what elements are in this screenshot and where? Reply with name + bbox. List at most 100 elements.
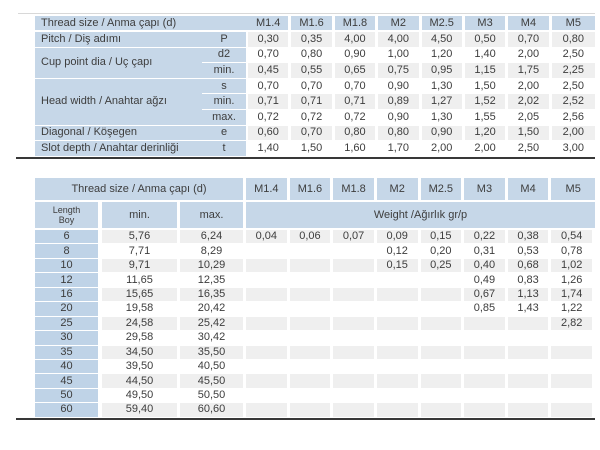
weight-value-cell bbox=[420, 345, 465, 360]
weight-value-cell bbox=[333, 388, 377, 404]
weight-value-cell bbox=[420, 302, 465, 317]
spec-group-label: Diagonal / Köşegen bbox=[35, 125, 202, 142]
spec-value-cell: 0,72 bbox=[291, 110, 335, 126]
size-header-cell: M1.6 bbox=[291, 16, 335, 32]
max-value-cell: 35,50 bbox=[180, 345, 246, 360]
spec-value-cell: 1,30 bbox=[421, 110, 465, 126]
min-value-cell: 24,58 bbox=[102, 316, 180, 332]
weight-value-cell: 1,02 bbox=[551, 258, 595, 274]
weight-value-cell: 2,82 bbox=[551, 316, 595, 332]
spec-value-cell: 2,00 bbox=[508, 78, 552, 95]
max-value-cell: 6,24 bbox=[180, 230, 246, 245]
min-value-cell: 15,65 bbox=[102, 287, 180, 303]
spec-value-cell: 1,50 bbox=[508, 125, 552, 142]
length-cell: 35 bbox=[35, 345, 102, 360]
length-header-cell: Length Boy bbox=[35, 202, 102, 230]
spec-value-cell: 0,75 bbox=[378, 63, 422, 79]
weight-value-cell bbox=[551, 388, 595, 404]
min-value-cell: 34,50 bbox=[102, 345, 180, 360]
spec-value-cell: 0,70 bbox=[248, 47, 292, 64]
weight-value-cell bbox=[464, 374, 508, 389]
weight-value-cell bbox=[333, 287, 377, 303]
length-weight-table: Thread size / Anma çapı (d) M1.4 M1.6 M1.8 M… bbox=[35, 178, 595, 418]
weight-value-cell bbox=[420, 403, 465, 418]
max-value-cell: 50,50 bbox=[180, 388, 246, 404]
weight-value-cell bbox=[551, 359, 595, 375]
spec-value-cell: 0,80 bbox=[551, 32, 595, 48]
weight-value-cell bbox=[289, 345, 334, 360]
spec-group-label: Pitch / Diş adımı bbox=[35, 32, 202, 48]
weight-value-cell bbox=[376, 403, 421, 418]
weight-value-cell bbox=[289, 388, 334, 404]
weight-value-cell bbox=[464, 388, 508, 404]
max-value-cell: 16,35 bbox=[180, 287, 246, 303]
weight-value-cell bbox=[376, 331, 421, 346]
spec-value-cell: 0,30 bbox=[248, 32, 292, 48]
size-header-cell: M1.6 bbox=[289, 178, 334, 202]
weight-value-cell: 0,54 bbox=[551, 230, 595, 245]
weight-value-cell bbox=[289, 244, 334, 259]
size-header-cell: M3 bbox=[464, 178, 508, 202]
length-cell: 12 bbox=[35, 273, 102, 288]
weight-value-cell: 0,22 bbox=[464, 230, 508, 245]
length-cell: 20 bbox=[35, 302, 102, 317]
weight-value-cell: 0,09 bbox=[376, 230, 421, 245]
weight-value-cell bbox=[464, 345, 508, 360]
weight-value-cell bbox=[333, 403, 377, 418]
spec-table-title: Thread size / Anma çapı (d) bbox=[35, 16, 248, 32]
spec-value-cell: 0,80 bbox=[334, 125, 379, 142]
spec-value-cell: 0,35 bbox=[291, 32, 335, 48]
weight-value-cell: 0,15 bbox=[420, 230, 465, 245]
weight-value-cell: 0,12 bbox=[376, 244, 421, 259]
spec-value-cell: 1,00 bbox=[378, 47, 422, 64]
size-header-cell: M5 bbox=[551, 178, 595, 202]
weight-value-cell bbox=[376, 374, 421, 389]
weight-value-cell bbox=[551, 345, 595, 360]
max-value-cell: 60,60 bbox=[180, 403, 246, 418]
weight-value-cell bbox=[376, 388, 421, 404]
max-value-cell: 30,42 bbox=[180, 331, 246, 346]
weight-value-cell bbox=[289, 374, 334, 389]
weight-value-cell bbox=[420, 287, 465, 303]
spec-value-cell: 0,71 bbox=[334, 94, 379, 111]
spec-sub-label: e bbox=[202, 125, 248, 142]
weight-value-cell bbox=[376, 345, 421, 360]
weight-value-cell bbox=[246, 244, 290, 259]
weight-value-cell: 0,78 bbox=[551, 244, 595, 259]
weight-value-cell bbox=[420, 388, 465, 404]
length-header-tr: Boy bbox=[58, 215, 75, 225]
spec-value-cell: 0,71 bbox=[291, 94, 335, 111]
max-header-cell: max. bbox=[180, 202, 246, 230]
spec-value-cell: 0,70 bbox=[334, 78, 379, 95]
weight-value-cell: 1,43 bbox=[507, 302, 552, 317]
min-value-cell: 59,40 bbox=[102, 403, 180, 418]
weight-value-cell: 0,68 bbox=[507, 258, 552, 274]
weight-value-cell bbox=[246, 258, 290, 274]
max-value-cell: 12,35 bbox=[180, 273, 246, 288]
spec-value-cell: 0,71 bbox=[248, 94, 292, 111]
weight-value-cell bbox=[420, 331, 465, 346]
weight-header-cell: Weight /Ağırlık gr/p bbox=[246, 202, 595, 230]
length-cell: 30 bbox=[35, 331, 102, 346]
spec-sub-label: s bbox=[202, 78, 248, 95]
weight-value-cell bbox=[333, 244, 377, 259]
spec-group-label: Cup point dia / Uç çapı bbox=[35, 47, 202, 79]
spec-value-cell: 4,50 bbox=[421, 32, 465, 48]
weight-value-cell bbox=[420, 374, 465, 389]
weight-value-cell: 0,38 bbox=[507, 230, 552, 245]
spec-sub-label: P bbox=[202, 32, 248, 48]
weight-value-cell bbox=[246, 345, 290, 360]
spec-value-cell: 0,60 bbox=[248, 125, 292, 142]
weight-value-cell bbox=[289, 258, 334, 274]
spec-value-cell: 0,89 bbox=[378, 94, 422, 111]
weight-value-cell bbox=[333, 302, 377, 317]
length-cell: 40 bbox=[35, 359, 102, 375]
spec-value-cell: 0,90 bbox=[421, 125, 465, 142]
min-header-cell: min. bbox=[102, 202, 180, 230]
weight-value-cell bbox=[246, 287, 290, 303]
size-header-cell: M5 bbox=[551, 16, 595, 32]
length-header-en: Length bbox=[52, 205, 81, 215]
size-header-cell: M2 bbox=[378, 16, 422, 32]
weight-value-cell: 0,31 bbox=[464, 244, 508, 259]
